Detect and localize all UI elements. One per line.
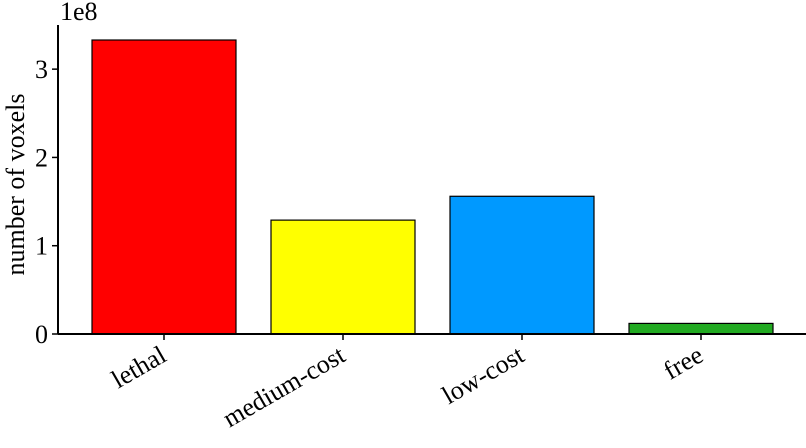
- bar-lethal: [91, 39, 237, 335]
- x-tick-label: low-cost: [437, 340, 530, 410]
- x-tick-label: free: [659, 340, 708, 385]
- x-labels-layer: lethal medium-cost low-cost free: [106, 334, 708, 433]
- y-ticks-layer: 0 1 2 3: [35, 55, 58, 349]
- y-tick-label: 1: [35, 232, 48, 261]
- y-tick-label: 3: [35, 55, 48, 84]
- y-axis-label: number of voxels: [1, 94, 30, 276]
- bars-layer: [91, 39, 774, 335]
- y-scale-label: 1e8: [60, 0, 98, 26]
- bar-free: [628, 322, 774, 335]
- x-tick-label: medium-cost: [218, 340, 351, 433]
- bar-low-cost: [449, 195, 595, 335]
- bar-medium-cost: [270, 219, 416, 335]
- y-tick-label: 0: [35, 320, 48, 349]
- y-tick-label: 2: [35, 143, 48, 172]
- x-tick-label: lethal: [106, 340, 171, 394]
